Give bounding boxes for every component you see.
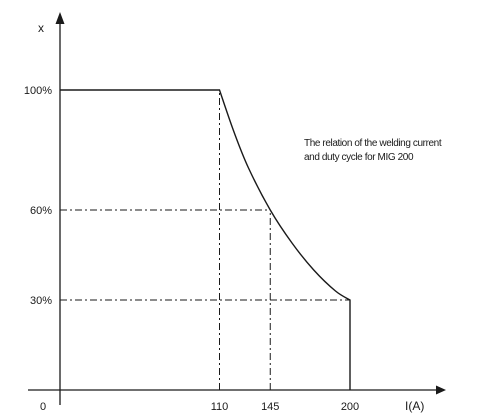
x-axis-label: I(A) [405,399,424,413]
x-tick-label-110: 110 [211,401,229,413]
y-axis-label: x [38,21,44,35]
x-tick-label-200: 200 [341,401,359,413]
y-tick-label-60%: 60% [30,205,52,217]
tick-labels: 110 145 200 100% 60% 30% [24,85,359,413]
series-layer [60,89,351,390]
y-axis-arrow-icon [55,12,65,24]
series-line-0 [60,89,351,390]
annotation-line-1: The relation of the welding current [304,138,442,149]
y-tick-label-30%: 30% [30,295,52,307]
x-axis-arrow-icon [436,385,446,395]
origin-label: 0 [40,401,46,413]
reference-lines [60,90,350,390]
annotation-line-2: and duty cycle for MIG 200 [304,152,414,163]
axes [28,12,446,405]
x-tick-label-145: 145 [261,401,279,413]
y-tick-label-100%: 100% [24,85,52,97]
